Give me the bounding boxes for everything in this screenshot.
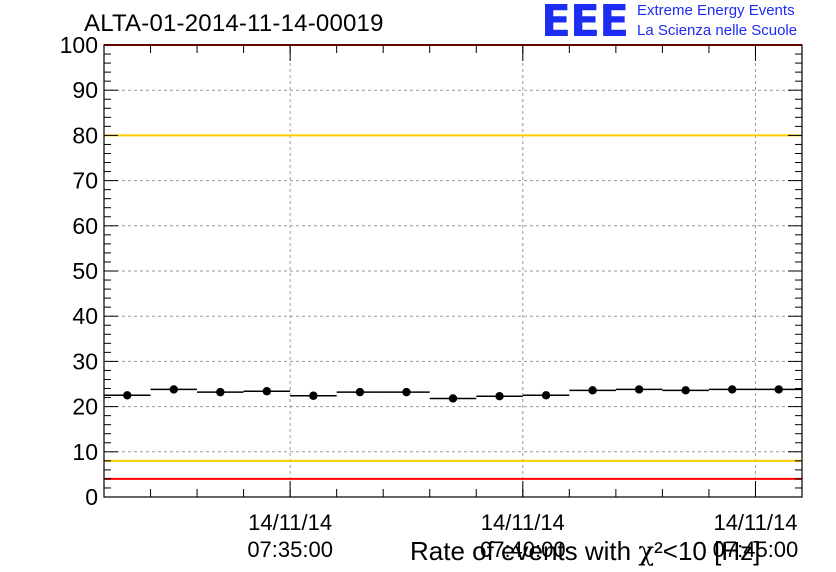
data-point [402,387,411,397]
y-tick-label: 10 [72,439,98,465]
x-axis-label-symbol: χ [638,537,655,567]
grid-lines [104,45,802,497]
x-tick-label-time: 07:40:00 [480,537,566,562]
y-tick-label: 90 [72,77,98,103]
y-tick-label: 20 [72,394,98,420]
data-point [774,385,783,394]
data-point [541,391,551,400]
y-tick-label: 0 [85,484,98,510]
reference-lines [104,44,802,480]
y-tick-label: 60 [72,213,98,239]
tick-labels: 010203040506070809010014/11/1407:35:0014… [60,32,799,562]
chart-title: ALTA-01-2014-11-14-00019 [84,10,384,37]
x-axis-label: Rate of events with χ²<10 [Hz] [410,536,760,567]
data-point [216,387,225,397]
data-point [681,386,690,395]
x-tick-label-date: 14/11/14 [713,510,797,535]
data-point [309,391,318,400]
logo-text-line-2: La Scienza nelle Scuole [637,22,798,39]
data-point [728,385,737,394]
data-point [495,392,504,401]
x-axis-label-suffix: ²<10 [Hz] [654,536,761,566]
data-point [123,391,132,400]
logo-text-line-1: Extreme Energy Events [637,2,795,19]
data-points [104,385,802,403]
y-tick-label: 50 [72,258,98,284]
y-tick-label: 70 [72,168,98,194]
data-point [169,385,178,394]
data-point [355,387,365,397]
data-point [588,386,597,395]
y-tick-label: 30 [72,348,98,374]
axis-ticks [103,44,803,498]
data-point [448,394,458,403]
y-tick-label: 100 [60,32,98,58]
y-tick-label: 40 [72,303,98,329]
x-tick-label-date: 14/11/14 [248,510,332,535]
x-axis-label-prefix: Rate of events with [410,536,639,566]
data-point [262,387,272,396]
eee-logo-mark: EEE [541,0,629,47]
x-tick-label-date: 14/11/14 [481,510,565,535]
x-tick-label-time: 07:35:00 [247,537,333,562]
y-tick-label: 80 [72,122,98,148]
x-tick-label-time: 07:45:00 [713,537,799,562]
data-point [634,385,644,394]
